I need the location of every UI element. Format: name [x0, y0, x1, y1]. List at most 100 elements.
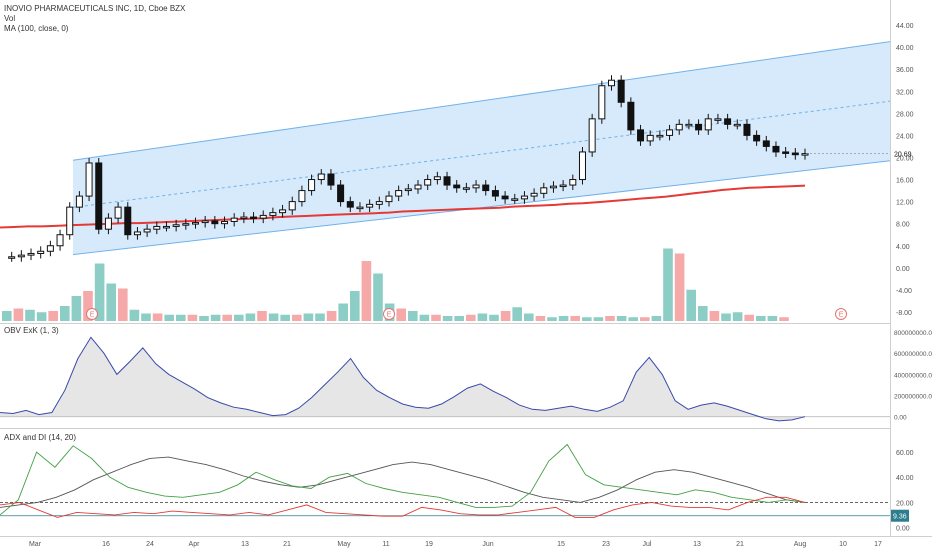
candle-body [250, 216, 258, 220]
candle-body [221, 220, 229, 225]
volume-bar [558, 316, 569, 321]
time-axis-tick: Mar [29, 541, 42, 548]
candle-body [762, 140, 770, 147]
volume-bar [257, 311, 267, 321]
candle-body [772, 145, 780, 153]
volume-bar [593, 317, 604, 321]
minus-di-line [0, 496, 806, 518]
candle-body [569, 179, 577, 186]
volume-bar [292, 314, 302, 321]
volume-bar [222, 314, 232, 321]
volume-bar [129, 309, 140, 321]
candle-body [375, 201, 383, 205]
time-axis-tick: 16 [102, 541, 110, 548]
candle-body [491, 190, 499, 197]
candle-body [443, 176, 451, 186]
candle-body [549, 185, 557, 189]
candle-body [578, 151, 586, 181]
price-axis-tick: 40.00 [896, 45, 914, 52]
price-axis-tick: 24.00 [896, 133, 914, 140]
price-axis-tick: -8.00 [896, 310, 912, 317]
candle-body [85, 162, 93, 197]
time-axis-tick: 13 [693, 541, 701, 548]
volume-bar [199, 316, 209, 321]
candle-body [259, 214, 267, 219]
price-axis-tick: 32.00 [896, 89, 914, 96]
candle-body [559, 184, 567, 188]
volume-bar [48, 311, 58, 321]
candle-body [656, 134, 664, 138]
time-axis-tick: 19 [425, 541, 433, 548]
volume-bar [756, 316, 766, 321]
price-axis-tick: 16.00 [896, 178, 914, 185]
parallel-channel-fill [73, 41, 890, 255]
volume-bar [686, 289, 696, 321]
volume-bar [779, 317, 789, 321]
time-axis-tick: 15 [557, 541, 565, 548]
obv-area [0, 337, 805, 421]
volume-bar [628, 317, 638, 321]
volume-bar [535, 316, 546, 321]
volume-bar [164, 314, 174, 321]
candle-body [279, 209, 287, 214]
candle-body [395, 190, 403, 197]
candle-body [482, 184, 490, 192]
time-axis-tick: 23 [602, 541, 610, 548]
price-axis-tick: 0.00 [896, 266, 910, 273]
candle-body [588, 118, 596, 153]
volume-bar [721, 313, 731, 321]
volume-bar [431, 314, 441, 321]
volume-bar [338, 303, 348, 321]
candle-body [617, 79, 625, 103]
volume-bar [674, 253, 685, 321]
candle-body [753, 134, 761, 142]
candle-body [27, 252, 35, 256]
candle-body [472, 184, 480, 189]
candle-body [240, 216, 248, 220]
candle-body [133, 231, 141, 236]
candle-body [288, 201, 296, 211]
candle-body [714, 118, 722, 121]
volume-bar [616, 316, 627, 321]
last-price-label: 20.69 [894, 152, 912, 159]
price-axis-tick: -4.00 [896, 288, 912, 295]
volume-bar [547, 317, 557, 321]
candle-body [530, 192, 538, 197]
adx-last-value-badge [891, 509, 909, 522]
volume-bar [280, 314, 290, 321]
ma-100-line [0, 184, 806, 229]
candle-body [124, 206, 132, 236]
candle-body [695, 123, 703, 131]
candle-body [104, 217, 112, 230]
volume-bar [512, 307, 522, 321]
candle-body [540, 187, 548, 194]
volume-bar [744, 314, 754, 321]
earnings-marker-label: E [90, 312, 95, 319]
volume-bar [698, 306, 708, 321]
adx-axis-tick: 60.00 [896, 450, 914, 457]
candle-body [56, 234, 64, 247]
volume-legend: Vol [4, 14, 16, 23]
volume-bar [25, 309, 35, 321]
volume-bar [326, 311, 337, 321]
candle-body [95, 162, 103, 230]
candle-body [317, 173, 325, 181]
price-axis-tick: 20.00 [896, 155, 914, 162]
time-axis-tick: 21 [736, 541, 744, 548]
earnings-marker-label: E [839, 312, 844, 319]
earnings-marker-icon [383, 308, 395, 320]
time-axis-tick: 10 [839, 541, 847, 548]
candle-body [182, 223, 190, 226]
volume-bar [152, 313, 163, 321]
obv-axis-tick: 600000000.00 [894, 351, 932, 358]
volume-bar [2, 311, 12, 321]
volume-bar [732, 312, 743, 321]
candle-body [733, 123, 741, 127]
earnings-marker-label: E [387, 312, 392, 319]
time-axis-tick: May [337, 541, 351, 548]
candle-body [114, 206, 122, 219]
volume-bar [454, 316, 464, 321]
candle-body [327, 173, 335, 186]
volume-bar [477, 313, 488, 321]
